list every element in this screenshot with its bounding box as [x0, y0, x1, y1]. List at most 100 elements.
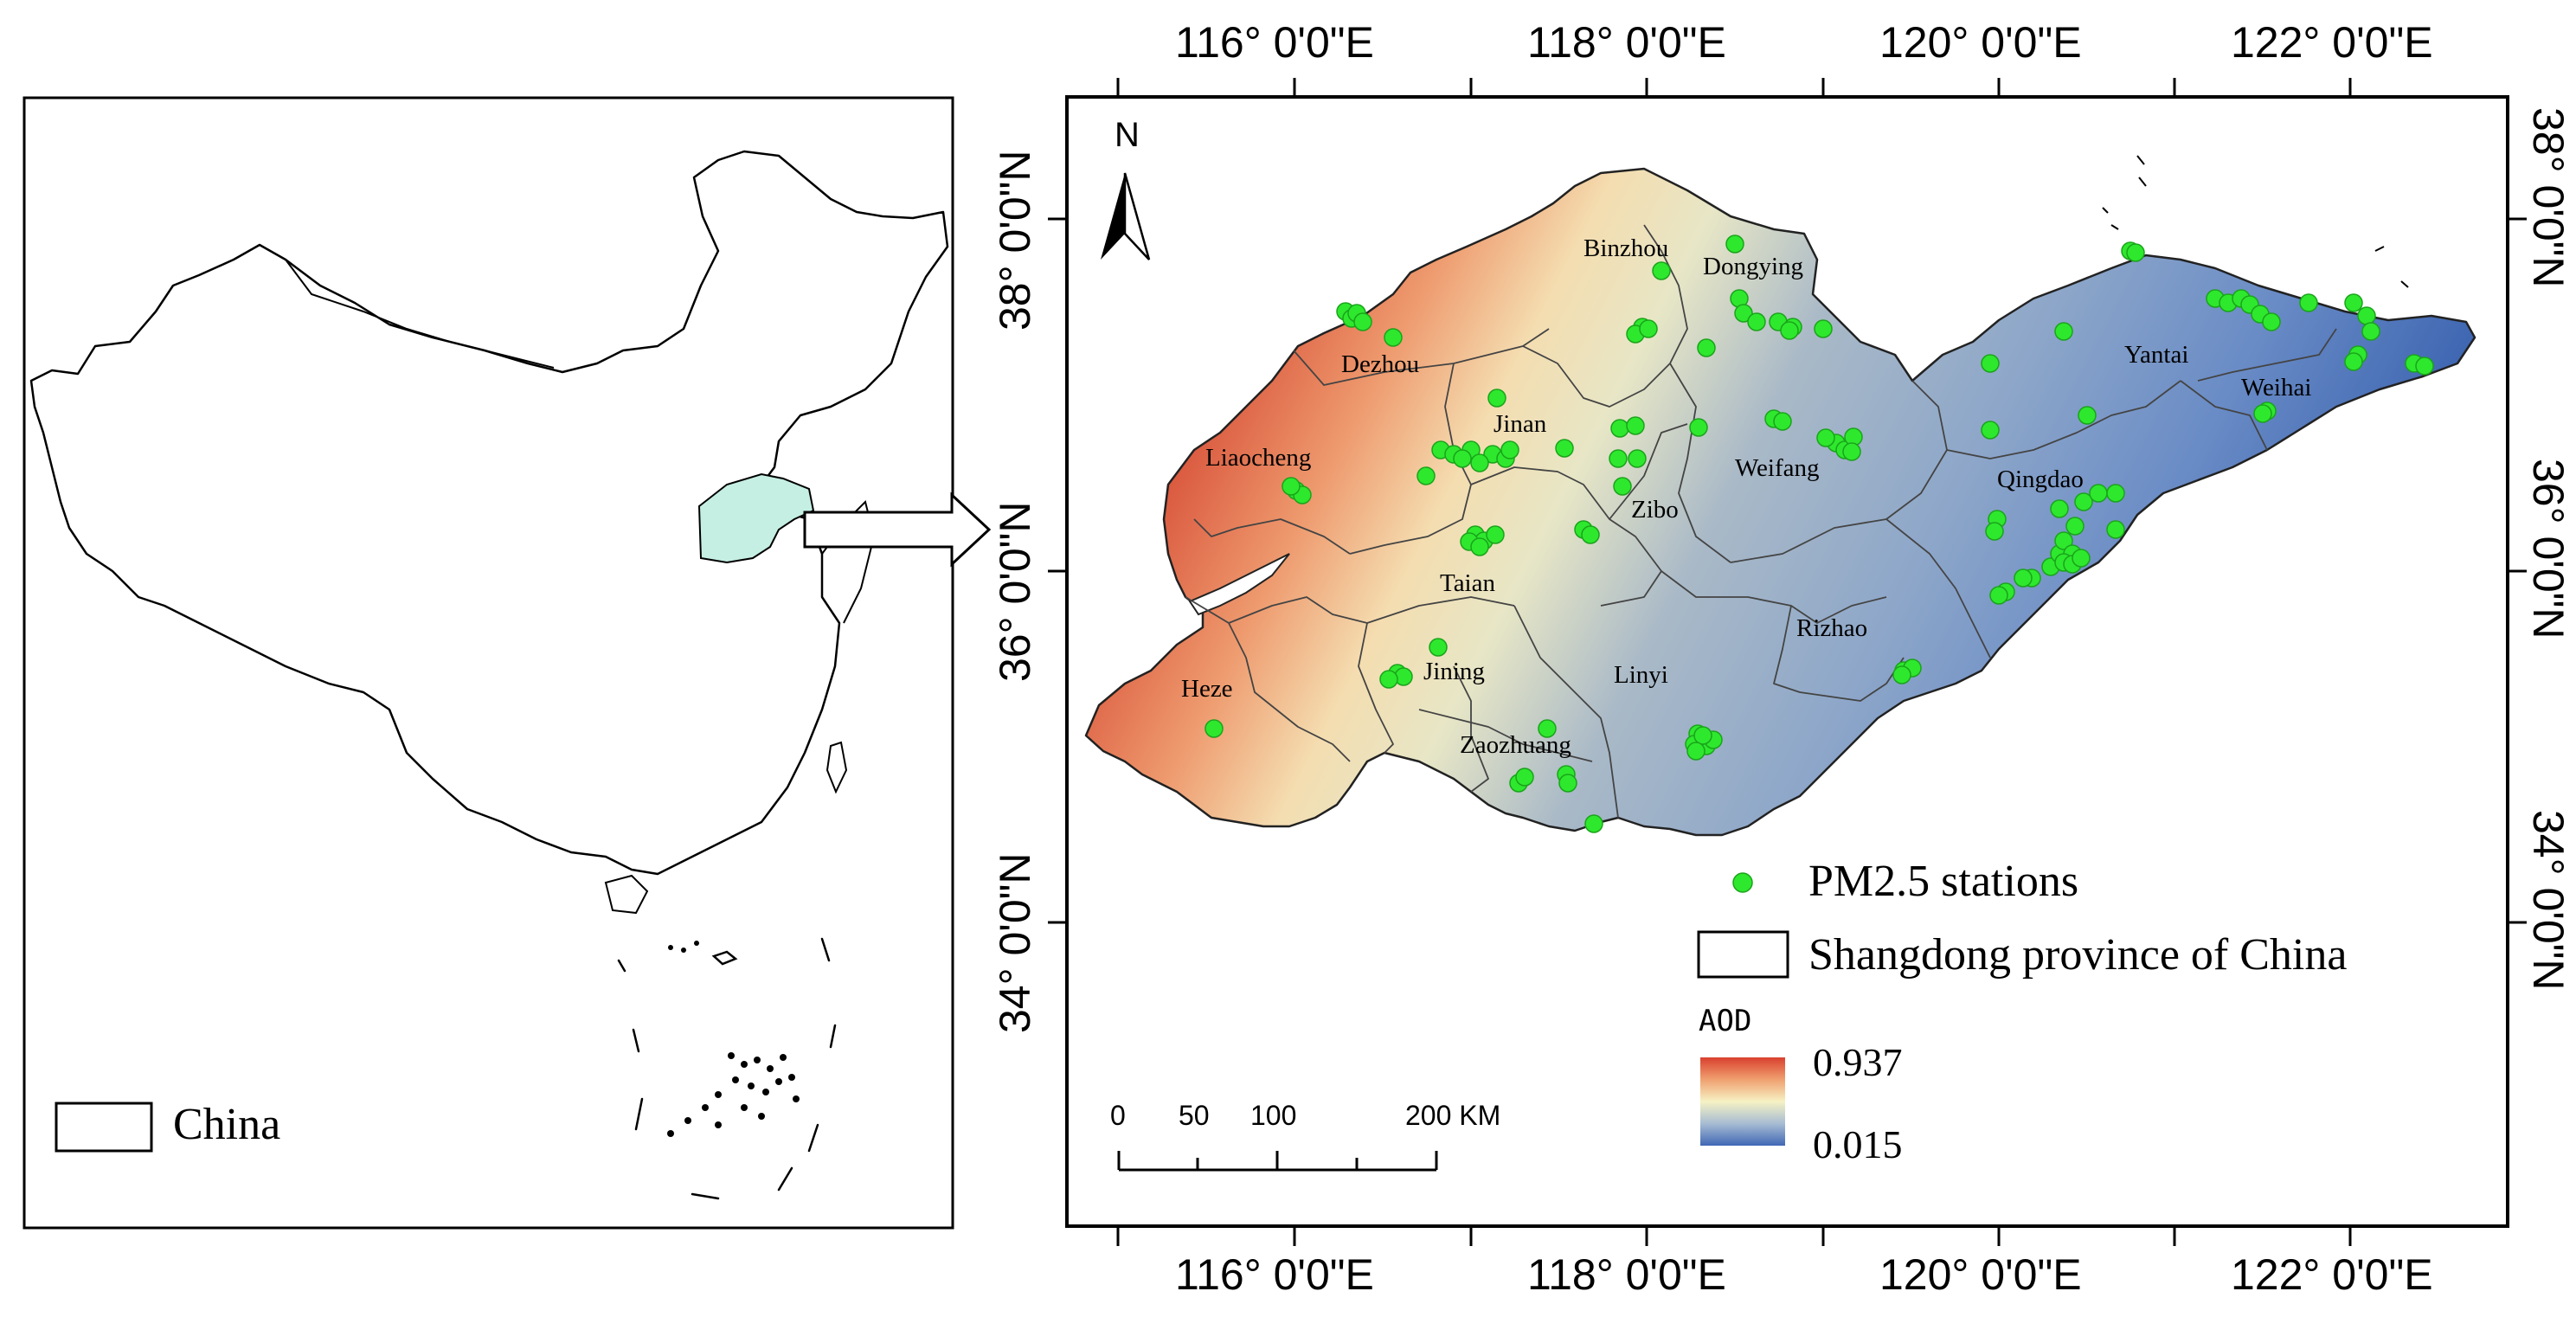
pm25-station-marker — [2262, 312, 2281, 331]
left-lat-tick-3: 34° 0'0"N — [991, 852, 1039, 1033]
city-label-yantai: Yantai — [2124, 341, 2189, 369]
pm25-station-marker — [1613, 477, 1632, 496]
pm25-station-marker — [2106, 484, 2125, 503]
pm25-station-marker — [1555, 439, 1574, 458]
offshore-islands — [2102, 155, 2409, 288]
pm25-station-marker — [1384, 328, 1403, 347]
city-label-weifang: Weifang — [1735, 454, 1820, 482]
pm25-station-marker — [1892, 665, 1911, 684]
legend-boundary-swatch — [1697, 930, 1789, 979]
pm25-station-marker — [1686, 742, 1706, 761]
pm25-station-marker — [2253, 404, 2272, 423]
aod-min-label: 0.015 — [1813, 1122, 1903, 1166]
pointer-arrow — [803, 491, 992, 568]
pm25-station-marker — [2054, 322, 2073, 341]
city-label-qingdao: Qingdao — [1997, 466, 2084, 493]
pm25-station-marker — [1379, 670, 1398, 689]
pm25-station-marker — [1652, 261, 1671, 280]
aod-legend-title: AOD — [1699, 1004, 1752, 1038]
pm25-station-marker — [1693, 726, 1712, 745]
pm25-station-marker — [2054, 531, 2073, 550]
pm25-station-marker — [1584, 814, 1603, 833]
hainan — [604, 874, 649, 915]
pm25-station-marker — [1780, 321, 1799, 340]
pm25-station-marker — [1429, 638, 1448, 657]
city-label-taian: Taian — [1440, 569, 1495, 597]
pm25-station-marker — [1689, 418, 1708, 437]
pm25-station-marker — [1989, 586, 2008, 605]
scalebar-label-50: 50 — [1179, 1100, 1210, 1131]
city-label-jining: Jining — [1423, 658, 1485, 685]
pm25-station-marker — [1981, 354, 2000, 373]
top-lon-tick-3: 120° 0'0"E — [1879, 18, 2082, 67]
pm25-station-marker — [2344, 352, 2363, 371]
pm25-station-marker — [2415, 357, 2434, 376]
pm25-station-marker — [1282, 477, 1301, 496]
city-label-zaozhuang: Zaozhuang — [1460, 731, 1571, 759]
bottom-lon-tick-4: 122° 0'0"E — [2231, 1250, 2433, 1299]
shandong-aod-surface — [1084, 167, 2476, 837]
city-label-heze: Heze — [1181, 675, 1233, 703]
pm25-station-marker — [1470, 537, 1489, 556]
pm25-station-marker — [1538, 719, 1557, 738]
taiwan — [825, 741, 848, 794]
pm25-station-marker — [1581, 525, 1600, 544]
pm25-stations — [1204, 234, 2434, 833]
pm25-station-marker — [1204, 719, 1224, 738]
pm25-station-marker — [1353, 312, 1372, 331]
legend-station-icon — [1732, 872, 1753, 893]
pm25-station-marker — [2078, 406, 2097, 425]
pm25-station-marker — [2126, 243, 2145, 262]
pm25-station-marker — [2065, 517, 2085, 536]
tick-marks — [1048, 78, 2527, 1246]
pm25-station-marker — [2106, 520, 2125, 539]
pm25-station-marker — [1985, 522, 2004, 541]
pm25-station-marker — [2050, 499, 2069, 518]
pm25-station-marker — [1515, 768, 1534, 787]
pm25-station-marker — [1734, 304, 1753, 323]
pm25-station-marker — [2074, 492, 2093, 511]
legend-stations-label: PM2.5 stations — [1808, 857, 2079, 906]
top-lon-tick-1: 116° 0'0"E — [1175, 18, 1374, 67]
legend-boundary-label: Shangdong province of China — [1808, 930, 2348, 980]
pm25-station-marker — [1639, 319, 1658, 338]
pm25-station-marker — [2072, 549, 2091, 568]
bottom-lon-tick-1: 116° 0'0"E — [1175, 1250, 1374, 1299]
pm25-station-marker — [1842, 442, 1861, 461]
china-legend-label: China — [173, 1100, 281, 1149]
pm25-station-marker — [2299, 293, 2318, 312]
scalebar-label-200km: 200 KM — [1405, 1100, 1501, 1131]
left-lat-tick-2: 36° 0'0"N — [991, 501, 1039, 682]
bottom-lon-tick-2: 118° 0'0"E — [1527, 1250, 1726, 1299]
pm25-station-marker — [2361, 322, 2380, 341]
city-label-dongying: Dongying — [1703, 253, 1803, 280]
bottom-lon-tick-3: 120° 0'0"E — [1879, 1250, 2082, 1299]
pm25-station-marker — [1816, 428, 1835, 447]
pm25-station-marker — [1981, 421, 2000, 440]
pm25-station-marker — [1500, 440, 1519, 459]
city-label-binzhou: Binzhou — [1584, 234, 1669, 262]
pm25-station-marker — [2014, 569, 2033, 588]
city-label-linyi: Linyi — [1614, 661, 1668, 689]
right-lat-tick-2: 36° 0'0"N — [2524, 459, 2573, 639]
island-dots — [667, 941, 800, 1137]
city-label-weihai: Weihai — [2241, 374, 2312, 402]
city-label-zibo: Zibo — [1631, 496, 1679, 524]
right-lat-tick-3: 34° 0'0"N — [2524, 810, 2573, 991]
scalebar-label-100: 100 — [1250, 1100, 1297, 1131]
top-lon-tick-2: 118° 0'0"E — [1527, 18, 1726, 67]
prefecture-boundaries — [1185, 224, 2337, 819]
top-lon-tick-4: 122° 0'0"E — [2231, 18, 2433, 67]
south-sea-islands — [617, 937, 837, 1200]
city-label-dezhou: Dezhou — [1341, 350, 1420, 378]
pm25-station-marker — [1486, 525, 1505, 544]
north-arrow-label: N — [1115, 116, 1140, 154]
pm25-station-marker — [1609, 449, 1628, 468]
pm25-station-marker — [1814, 319, 1833, 338]
scale-bar — [1117, 1151, 1438, 1172]
mongolia-border — [285, 259, 555, 369]
bay-notch — [1188, 553, 1290, 616]
city-label-liaocheng: Liaocheng — [1205, 444, 1312, 472]
